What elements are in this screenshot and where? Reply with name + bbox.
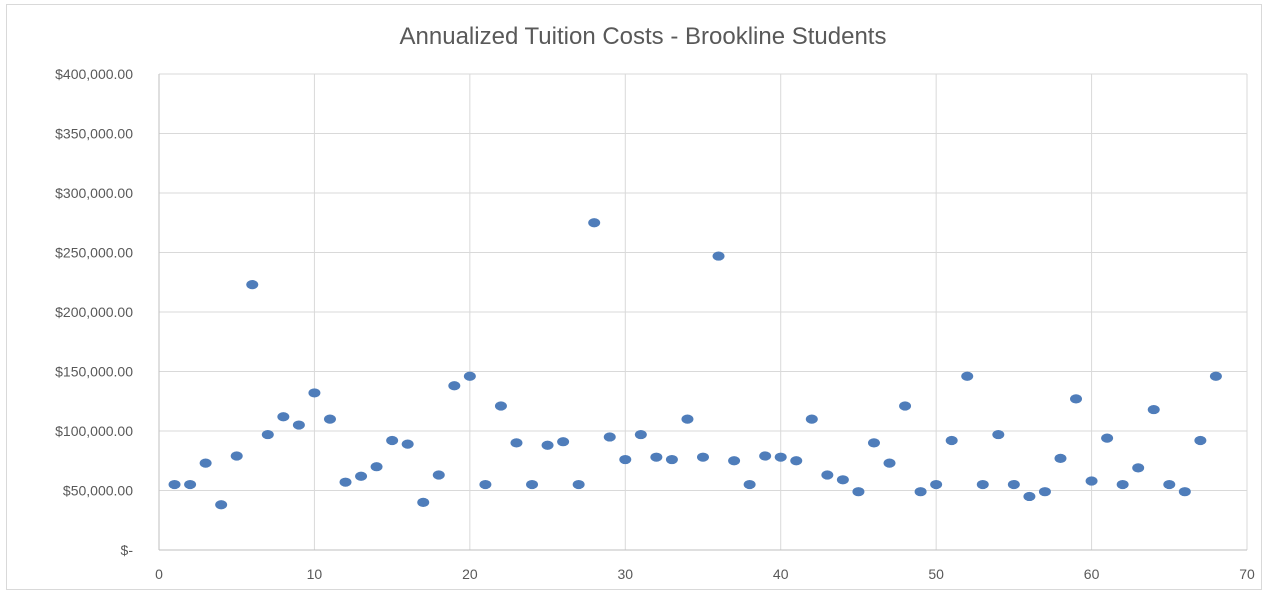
- x-tick-label: 70: [1239, 566, 1255, 582]
- data-point: [1147, 404, 1160, 415]
- data-point: [759, 451, 772, 461]
- data-point: [308, 388, 321, 398]
- y-axis-tick-labels: $- $50,000.00 $100,000.00 $150,000.00 $200,0…: [55, 66, 133, 558]
- data-point: [277, 412, 290, 422]
- data-point: [697, 452, 709, 462]
- data-point: [199, 458, 212, 468]
- data-point: [261, 429, 274, 440]
- data-point: [992, 429, 1005, 440]
- data-point: [510, 438, 523, 448]
- data-point: [526, 479, 539, 490]
- data-point: [572, 479, 585, 490]
- data-point: [1178, 487, 1191, 497]
- data-point: [417, 497, 430, 507]
- data-point: [168, 479, 181, 490]
- data-point: [805, 414, 818, 424]
- data-point: [230, 451, 243, 461]
- data-point: [976, 479, 989, 490]
- data-point: [494, 401, 507, 411]
- x-tick-label: 10: [307, 566, 323, 582]
- data-point: [1070, 394, 1083, 404]
- data-point: [355, 471, 368, 481]
- y-tick-label: $250,000.00: [55, 245, 133, 261]
- data-point: [852, 487, 865, 497]
- gridlines: [159, 73, 1248, 550]
- data-point: [665, 454, 678, 465]
- data-point: [292, 420, 305, 430]
- data-point: [899, 401, 912, 411]
- x-tick-label: 0: [155, 566, 163, 582]
- data-point: [728, 456, 741, 466]
- data-point: [619, 454, 632, 465]
- data-point: [914, 487, 927, 497]
- data-point: [634, 429, 647, 440]
- data-point: [1023, 491, 1036, 502]
- x-tick-label: 60: [1084, 566, 1100, 582]
- data-point: [1038, 487, 1051, 497]
- data-point: [1007, 479, 1020, 490]
- data-point: [1085, 476, 1098, 486]
- data-point: [790, 456, 803, 466]
- data-point: [650, 452, 663, 462]
- chart-title: Annualized Tuition Costs - Brookline Stu…: [400, 23, 887, 50]
- data-point: [681, 414, 694, 424]
- data-point: [1209, 371, 1222, 381]
- x-tick-label: 30: [617, 566, 633, 582]
- data-point: [339, 477, 352, 487]
- data-point: [1163, 479, 1176, 490]
- data-point: [867, 438, 880, 448]
- data-point: [1132, 463, 1145, 473]
- x-tick-label: 40: [773, 566, 789, 582]
- y-tick-label: $400,000.00: [55, 66, 133, 82]
- y-tick-label: $300,000.00: [55, 185, 133, 201]
- data-point: [961, 371, 974, 381]
- x-tick-label: 20: [462, 566, 478, 582]
- data-point: [463, 371, 476, 381]
- data-point: [712, 251, 725, 261]
- data-point: [370, 462, 383, 472]
- data-point: [930, 479, 943, 490]
- y-tick-label: $-: [121, 542, 134, 558]
- data-point: [541, 440, 554, 450]
- data-point: [323, 414, 336, 424]
- data-point: [883, 458, 896, 468]
- data-points: [168, 218, 1222, 510]
- data-point: [386, 435, 399, 446]
- axes: [158, 74, 1247, 551]
- data-point: [1116, 479, 1129, 490]
- data-point: [1101, 433, 1114, 443]
- data-point: [821, 470, 834, 480]
- data-point: [479, 479, 492, 490]
- data-point: [1054, 453, 1067, 463]
- data-point: [401, 439, 414, 449]
- data-point: [836, 475, 849, 485]
- y-tick-label: $150,000.00: [55, 364, 133, 380]
- data-point: [246, 280, 259, 290]
- data-point: [774, 452, 787, 462]
- y-tick-label: $200,000.00: [55, 304, 133, 320]
- y-tick-label: $350,000.00: [55, 126, 133, 142]
- y-tick-label: $50,000.00: [63, 483, 133, 499]
- data-point: [432, 470, 445, 480]
- y-tick-label: $100,000.00: [55, 423, 133, 439]
- data-point: [1194, 435, 1207, 446]
- chart-frame: [6, 4, 1262, 590]
- data-point: [448, 381, 461, 391]
- data-point: [603, 432, 616, 442]
- data-point: [184, 479, 197, 490]
- x-axis-tick-labels: 0 10 20 30 40 50 60 70: [155, 566, 1255, 582]
- data-point: [743, 479, 756, 490]
- data-point: [588, 218, 601, 228]
- data-point: [945, 435, 958, 446]
- x-tick-label: 50: [928, 566, 944, 582]
- data-point: [557, 437, 570, 447]
- data-point: [215, 500, 228, 510]
